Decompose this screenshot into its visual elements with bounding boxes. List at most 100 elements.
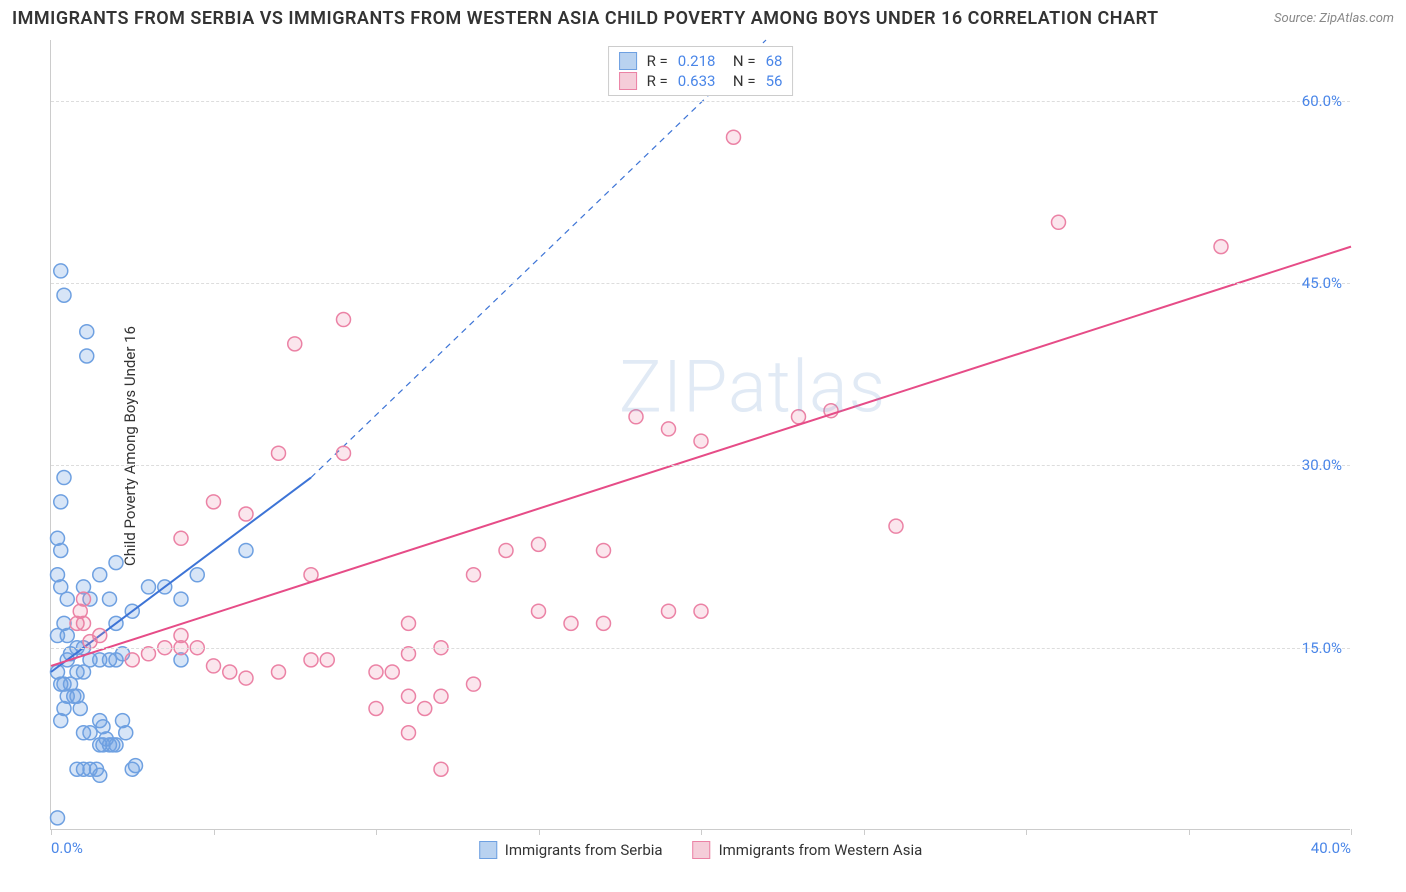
data-point	[272, 446, 286, 460]
x-tick	[214, 829, 215, 835]
data-point	[288, 337, 302, 351]
trend-line-extrapolated	[311, 40, 766, 478]
data-point	[54, 714, 68, 728]
data-point	[93, 768, 107, 782]
data-point	[320, 653, 334, 667]
data-point	[694, 604, 708, 618]
data-point	[727, 130, 741, 144]
r-value: 0.633	[678, 72, 716, 90]
y-tick-label: 45.0%	[1302, 274, 1342, 292]
data-point	[174, 592, 188, 606]
data-point	[402, 647, 416, 661]
n-label: N =	[725, 52, 755, 70]
data-point	[239, 507, 253, 521]
x-tick	[51, 829, 52, 835]
n-value: 68	[766, 52, 783, 70]
data-point	[60, 592, 74, 606]
data-point	[337, 313, 351, 327]
data-point	[369, 665, 383, 679]
r-value: 0.218	[678, 52, 716, 70]
legend-stats-box: R = 0.218 N = 68 R = 0.633 N = 56	[608, 46, 794, 96]
gridline	[51, 101, 1350, 102]
source-attribution: Source: ZipAtlas.com	[1274, 11, 1394, 26]
data-point	[385, 665, 399, 679]
r-label: R =	[647, 72, 668, 90]
gridline	[51, 283, 1350, 284]
data-point	[532, 604, 546, 618]
n-value: 56	[766, 72, 783, 90]
chart-canvas	[51, 40, 1350, 829]
data-point	[207, 495, 221, 509]
legend-label: Immigrants from Serbia	[505, 841, 663, 859]
r-label: R =	[647, 52, 668, 70]
data-point	[434, 762, 448, 776]
x-tick-label: 0.0%	[51, 839, 83, 857]
data-point	[83, 635, 97, 649]
data-point	[142, 647, 156, 661]
data-point	[103, 592, 117, 606]
legend-item-western-asia: Immigrants from Western Asia	[693, 841, 923, 859]
data-point	[73, 701, 87, 715]
data-point	[467, 568, 481, 582]
data-point	[597, 543, 611, 557]
data-point	[54, 543, 68, 557]
plot-area: R = 0.218 N = 68 R = 0.633 N = 56 ZIPatl…	[50, 40, 1350, 830]
data-point	[93, 568, 107, 582]
data-point	[499, 543, 513, 557]
x-tick	[1189, 829, 1190, 835]
data-point	[467, 677, 481, 691]
data-point	[1214, 240, 1228, 254]
data-point	[77, 592, 91, 606]
data-point	[434, 689, 448, 703]
data-point	[418, 701, 432, 715]
data-point	[1052, 215, 1066, 229]
x-tick	[1026, 829, 1027, 835]
data-point	[125, 653, 139, 667]
swatch-icon	[693, 841, 711, 859]
data-point	[629, 410, 643, 424]
data-point	[239, 671, 253, 685]
legend-bottom: Immigrants from Serbia Immigrants from W…	[479, 841, 923, 859]
data-point	[142, 580, 156, 594]
x-tick-label: 40.0%	[1311, 839, 1351, 857]
swatch-icon	[619, 52, 637, 70]
data-point	[239, 543, 253, 557]
data-point	[597, 616, 611, 630]
gridline	[51, 465, 1350, 466]
data-point	[304, 653, 318, 667]
data-point	[119, 726, 133, 740]
data-point	[402, 726, 416, 740]
data-point	[57, 471, 71, 485]
data-point	[51, 811, 65, 825]
data-point	[564, 616, 578, 630]
x-tick	[376, 829, 377, 835]
data-point	[889, 519, 903, 533]
data-point	[80, 325, 94, 339]
data-point	[402, 616, 416, 630]
x-tick	[539, 829, 540, 835]
data-point	[109, 556, 123, 570]
legend-label: Immigrants from Western Asia	[719, 841, 923, 859]
legend-stats-row-western-asia: R = 0.633 N = 56	[619, 71, 783, 91]
data-point	[174, 531, 188, 545]
data-point	[369, 701, 383, 715]
y-tick-label: 30.0%	[1302, 456, 1342, 474]
legend-item-serbia: Immigrants from Serbia	[479, 841, 663, 859]
data-point	[402, 689, 416, 703]
data-point	[223, 665, 237, 679]
swatch-icon	[619, 72, 637, 90]
n-label: N =	[725, 72, 755, 90]
data-point	[174, 629, 188, 643]
y-tick-label: 60.0%	[1302, 92, 1342, 110]
data-point	[109, 738, 123, 752]
gridline	[51, 648, 1350, 649]
y-tick-label: 15.0%	[1302, 639, 1342, 657]
data-point	[96, 720, 110, 734]
data-point	[532, 537, 546, 551]
data-point	[337, 446, 351, 460]
data-point	[207, 659, 221, 673]
x-tick	[864, 829, 865, 835]
data-point	[54, 264, 68, 278]
data-point	[80, 349, 94, 363]
data-point	[190, 568, 204, 582]
